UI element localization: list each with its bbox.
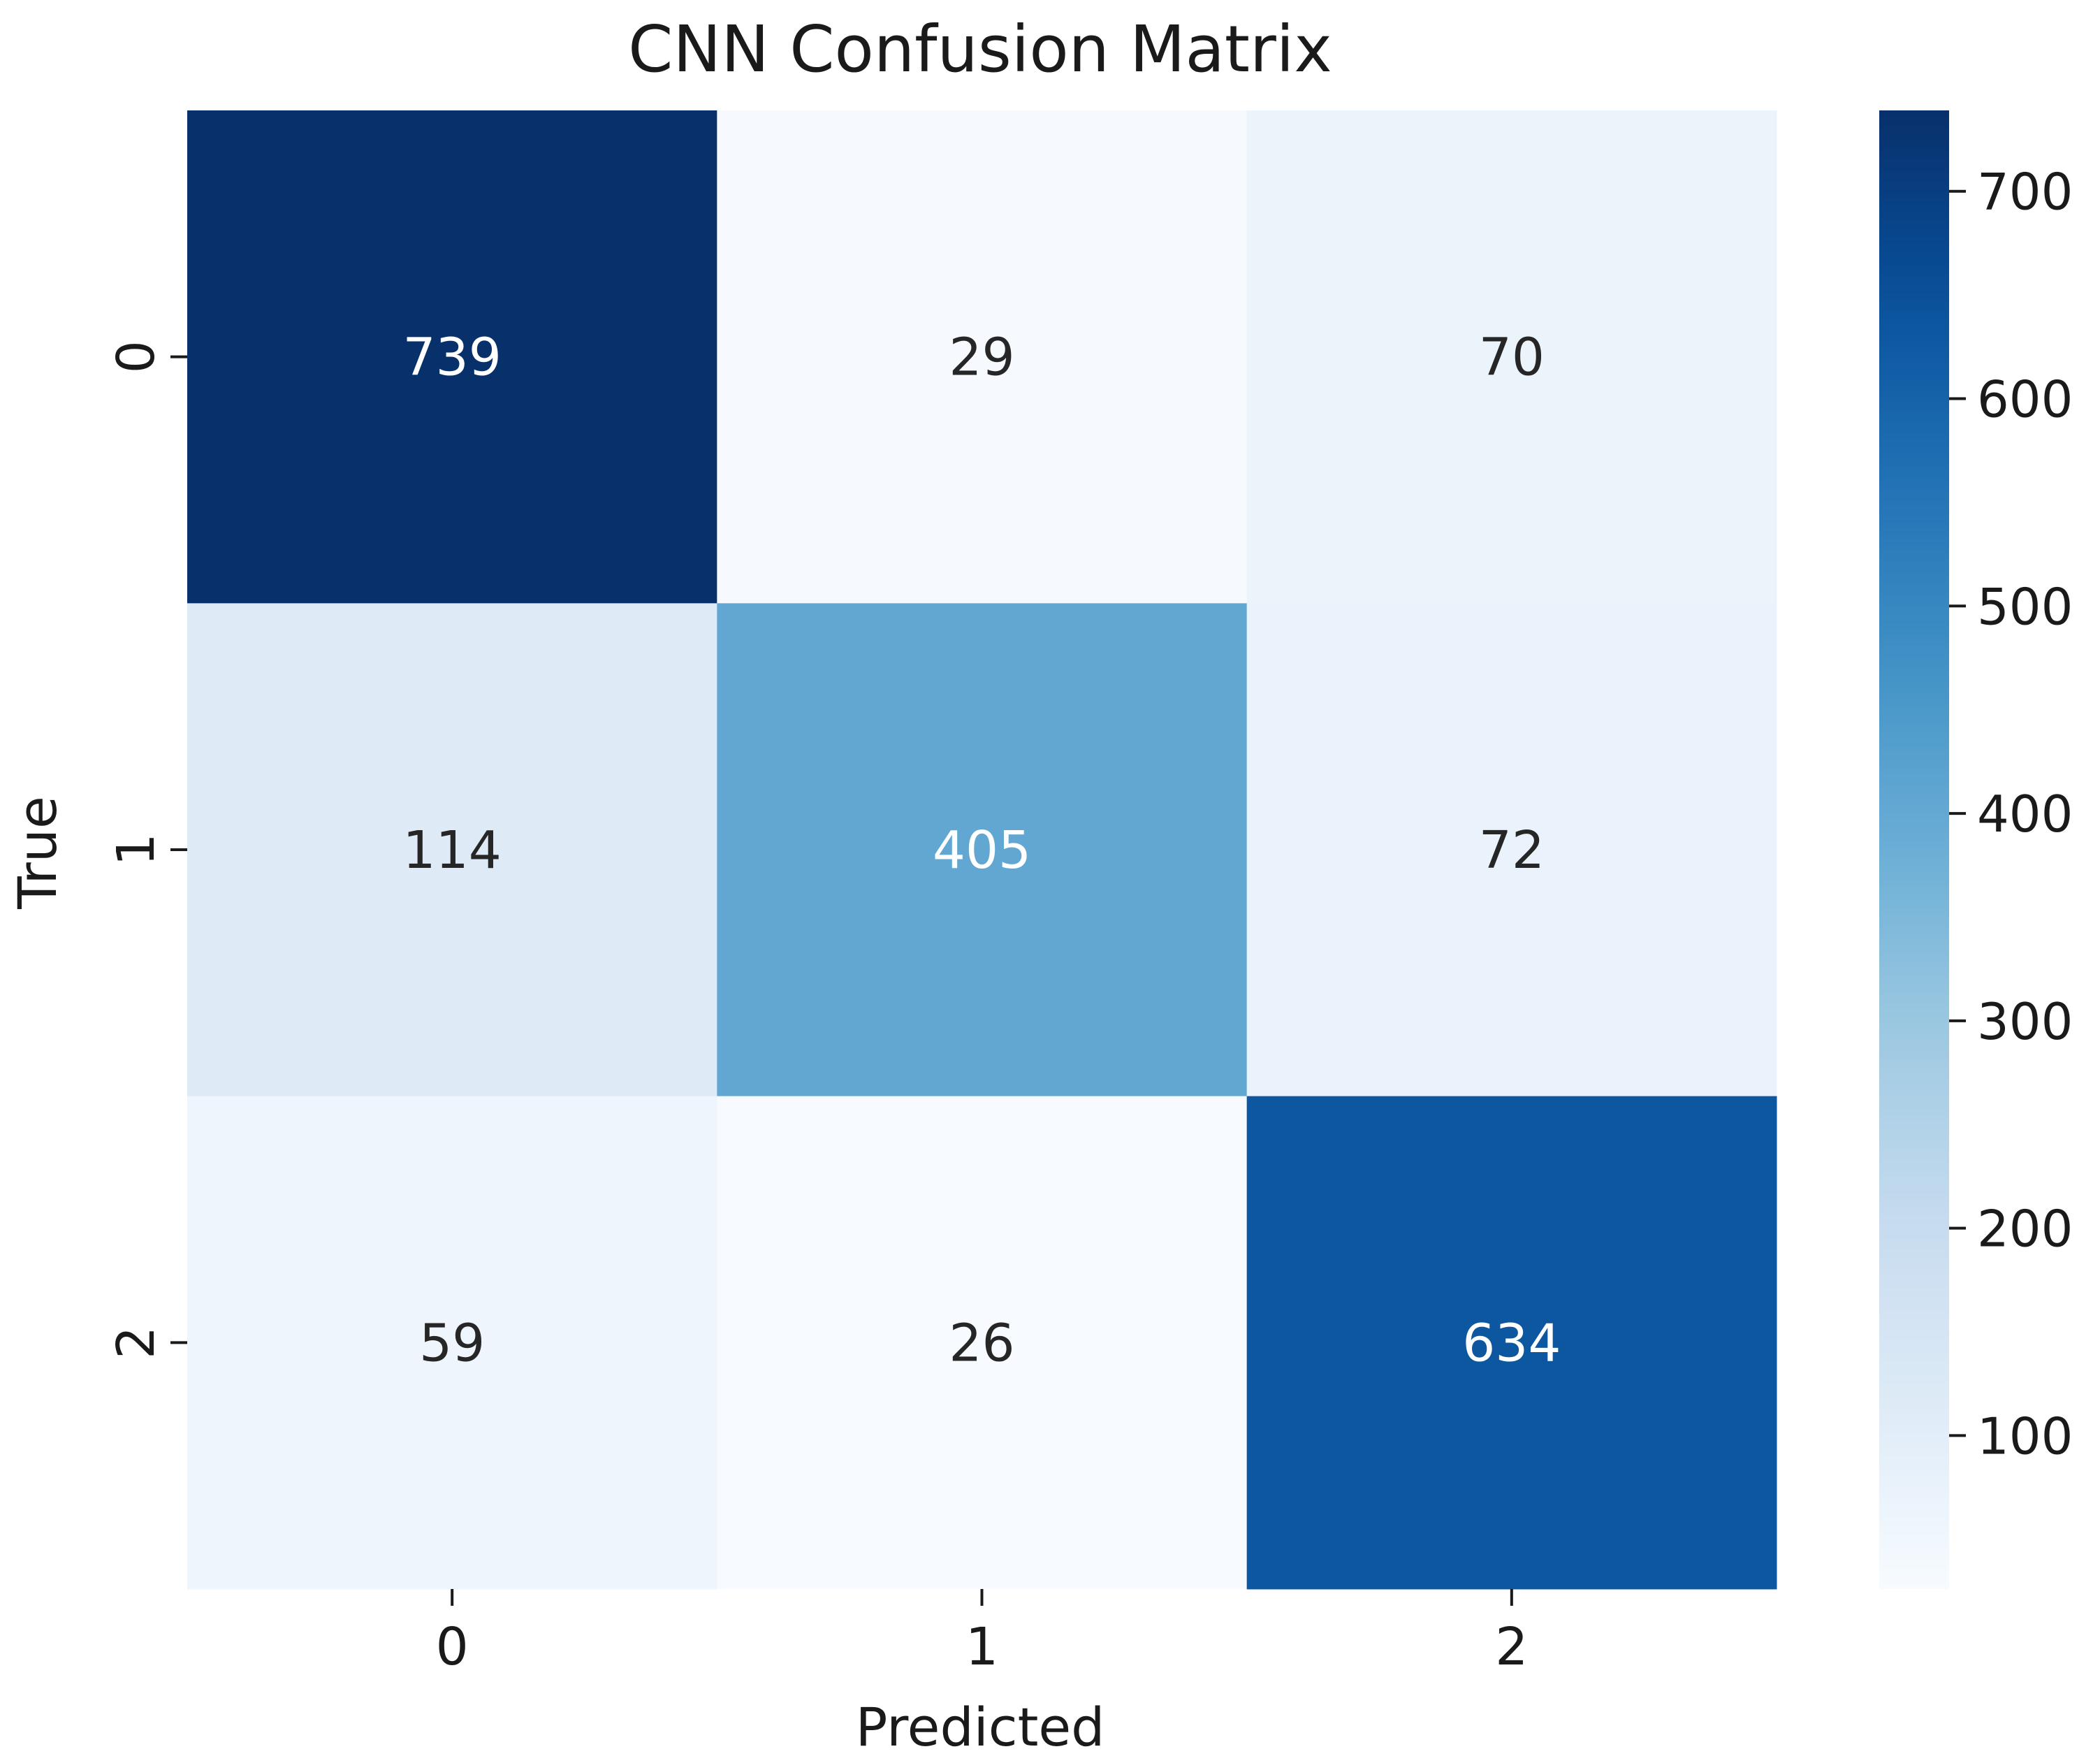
x-axis: 0 1 2 <box>436 1589 1528 1677</box>
cell-value-0-0: 739 <box>403 328 502 388</box>
heatmap-cell-1-1 <box>717 603 1248 1097</box>
x-tick-label-1: 1 <box>965 1617 998 1677</box>
heatmap-cell-2-2 <box>1246 1096 1777 1590</box>
x-axis-label: Predicted <box>856 1696 1105 1758</box>
colorbar-ticks: 100 200 300 400 500 600 700 <box>1949 163 2073 1465</box>
cell-value-2-2: 634 <box>1462 1313 1561 1373</box>
colorbar-tick-label-500: 500 <box>1977 577 2073 636</box>
cell-value-2-1: 26 <box>949 1313 1014 1373</box>
heatmap-cell-0-2 <box>1246 110 1777 604</box>
colorbar-tick-label-100: 100 <box>1977 1407 2073 1465</box>
chart-title: CNN Confusion Matrix <box>628 12 1332 87</box>
x-tick-label-0: 0 <box>436 1617 469 1677</box>
x-tick-label-2: 2 <box>1495 1617 1528 1677</box>
heatmap-cell-0-0 <box>187 110 717 604</box>
colorbar: 100 200 300 400 500 600 700 <box>1879 110 2073 1589</box>
y-tick-label-1: 1 <box>106 833 166 866</box>
colorbar-tick-label-600: 600 <box>1977 370 2073 429</box>
colorbar-tick-label-300: 300 <box>1977 992 2073 1051</box>
cell-value-0-1: 29 <box>949 328 1014 388</box>
heatmap-cell-1-2 <box>1246 603 1777 1097</box>
heatmap-cells <box>187 110 1777 1590</box>
y-tick-label-0: 0 <box>106 340 166 373</box>
cell-value-1-1: 405 <box>933 820 1031 880</box>
heatmap-cell-2-0 <box>187 1096 717 1590</box>
heatmap-cell-2-1 <box>717 1096 1248 1590</box>
y-axis-label: True <box>6 796 68 909</box>
cell-value-2-0: 59 <box>419 1313 485 1373</box>
colorbar-tick-label-200: 200 <box>1977 1200 2073 1258</box>
cell-annotations: 739 29 70 114 405 72 59 26 634 <box>403 328 1561 1374</box>
y-tick-label-2: 2 <box>106 1326 166 1359</box>
y-axis: 0 1 2 <box>106 340 187 1359</box>
colorbar-tick-label-700: 700 <box>1977 163 2073 222</box>
cell-value-1-0: 114 <box>403 820 502 880</box>
heatmap-cell-1-0 <box>187 603 717 1097</box>
heatmap-cell-0-1 <box>717 110 1248 604</box>
cell-value-1-2: 72 <box>1479 820 1545 880</box>
colorbar-gradient <box>1879 110 1949 1589</box>
cell-value-0-2: 70 <box>1479 328 1545 388</box>
colorbar-tick-label-400: 400 <box>1977 785 2073 843</box>
